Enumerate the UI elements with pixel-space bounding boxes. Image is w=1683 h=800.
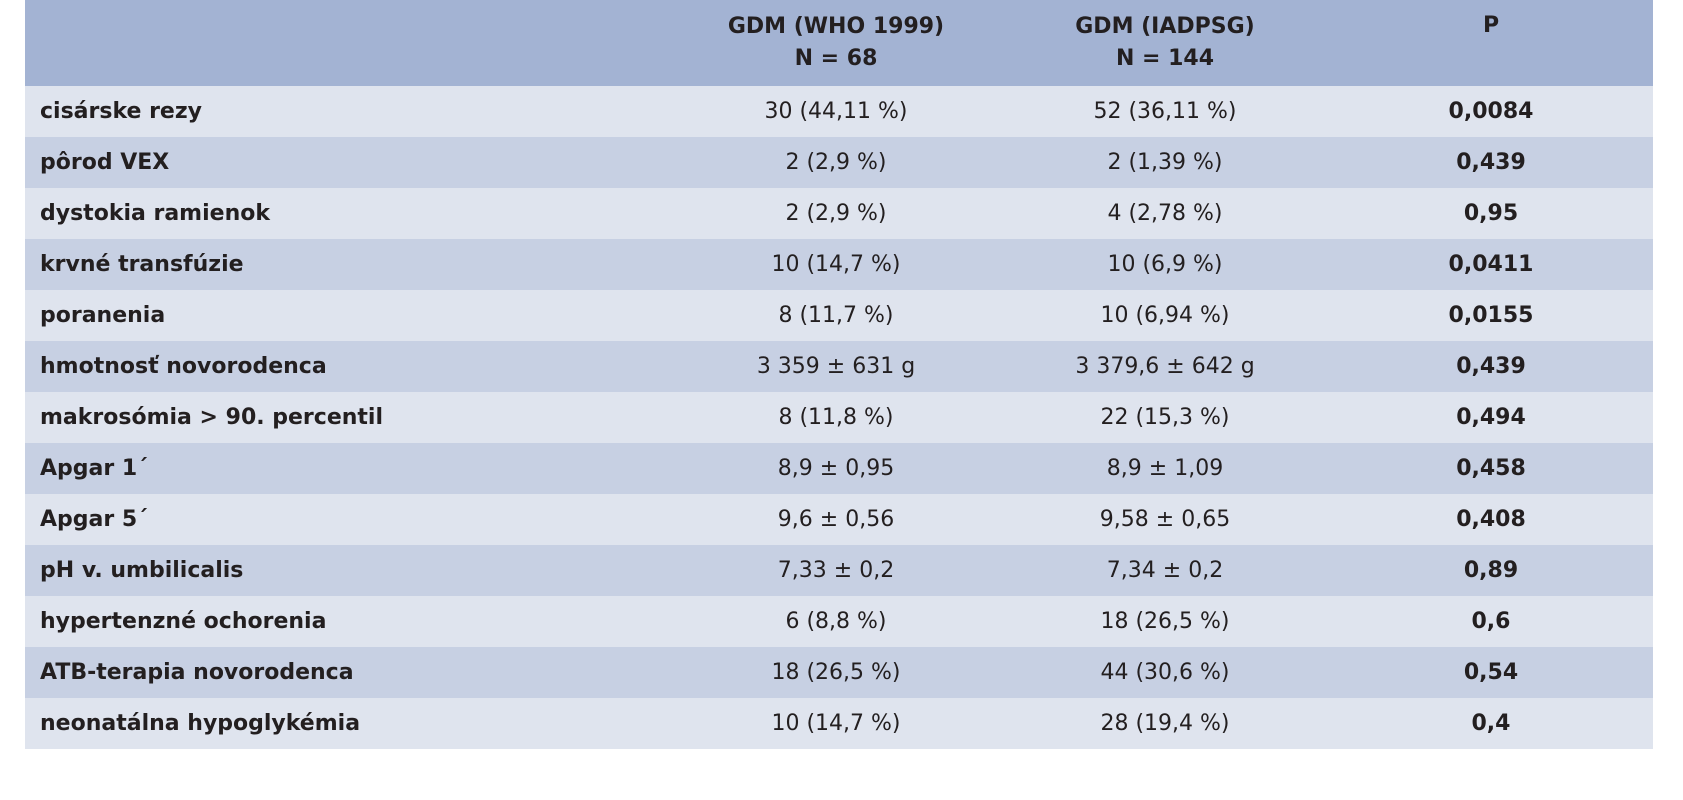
row-label: poranenia	[25, 290, 671, 341]
row-iadpsg-value: 44 (30,6 %)	[1001, 647, 1329, 698]
row-p-value: 0,0411	[1329, 239, 1653, 290]
row-who-value: 18 (26,5 %)	[671, 647, 1001, 698]
row-iadpsg-value: 8,9 ± 1,09	[1001, 443, 1329, 494]
row-who-value: 2 (2,9 %)	[671, 137, 1001, 188]
row-p-value: 0,95	[1329, 188, 1653, 239]
table-row: poranenia 8 (11,7 %) 10 (6,94 %) 0,0155	[25, 290, 1653, 341]
row-iadpsg-value: 52 (36,11 %)	[1001, 86, 1329, 137]
table-row: ATB-terapia novorodenca 18 (26,5 %) 44 (…	[25, 647, 1653, 698]
row-p-value: 0,89	[1329, 545, 1653, 596]
table-row: neonatálna hypoglykémia 10 (14,7 %) 28 (…	[25, 698, 1653, 749]
table-row: Apgar 1´ 8,9 ± 0,95 8,9 ± 1,09 0,458	[25, 443, 1653, 494]
row-label: hypertenzné ochorenia	[25, 596, 671, 647]
row-label: ATB-terapia novorodenca	[25, 647, 671, 698]
row-who-value: 2 (2,9 %)	[671, 188, 1001, 239]
header-empty-cell	[25, 0, 671, 86]
row-iadpsg-value: 4 (2,78 %)	[1001, 188, 1329, 239]
row-who-value: 8 (11,7 %)	[671, 290, 1001, 341]
row-label: makrosómia > 90. percentil	[25, 392, 671, 443]
row-who-value: 3 359 ± 631 g	[671, 341, 1001, 392]
row-label: krvné transfúzie	[25, 239, 671, 290]
row-label: pH v. umbilicalis	[25, 545, 671, 596]
row-p-value: 0,6	[1329, 596, 1653, 647]
row-label: neonatálna hypoglykémia	[25, 698, 671, 749]
row-iadpsg-value: 18 (26,5 %)	[1001, 596, 1329, 647]
header-row: GDM (WHO 1999) N = 68 GDM (IADPSG) N = 1…	[25, 0, 1653, 86]
row-who-value: 30 (44,11 %)	[671, 86, 1001, 137]
row-label: cisárske rezy	[25, 86, 671, 137]
table-row: hmotnosť novorodenca 3 359 ± 631 g 3 379…	[25, 341, 1653, 392]
row-iadpsg-value: 2 (1,39 %)	[1001, 137, 1329, 188]
row-p-value: 0,439	[1329, 341, 1653, 392]
header-iadpsg-n: N = 144	[1115, 46, 1215, 71]
row-p-value: 0,458	[1329, 443, 1653, 494]
table-row: pôrod VEX 2 (2,9 %) 2 (1,39 %) 0,439	[25, 137, 1653, 188]
header-who-n: N = 68	[794, 46, 878, 71]
row-iadpsg-value: 22 (15,3 %)	[1001, 392, 1329, 443]
row-p-value: 0,54	[1329, 647, 1653, 698]
table-row: pH v. umbilicalis 7,33 ± 0,2 7,34 ± 0,2 …	[25, 545, 1653, 596]
row-p-value: 0,0155	[1329, 290, 1653, 341]
row-iadpsg-value: 3 379,6 ± 642 g	[1001, 341, 1329, 392]
header-who-1999: GDM (WHO 1999) N = 68	[671, 0, 1001, 86]
header-iadpsg-title: GDM (IADPSG)	[1075, 14, 1255, 39]
header-p: P	[1329, 0, 1653, 86]
row-p-value: 0,0084	[1329, 86, 1653, 137]
row-who-value: 10 (14,7 %)	[671, 239, 1001, 290]
table-row: Apgar 5´ 9,6 ± 0,56 9,58 ± 0,65 0,408	[25, 494, 1653, 545]
row-p-value: 0,439	[1329, 137, 1653, 188]
row-label: Apgar 5´	[25, 494, 671, 545]
table-row: hypertenzné ochorenia 6 (8,8 %) 18 (26,5…	[25, 596, 1653, 647]
row-iadpsg-value: 7,34 ± 0,2	[1001, 545, 1329, 596]
row-p-value: 0,408	[1329, 494, 1653, 545]
row-iadpsg-value: 9,58 ± 0,65	[1001, 494, 1329, 545]
results-table: GDM (WHO 1999) N = 68 GDM (IADPSG) N = 1…	[25, 0, 1653, 749]
row-who-value: 10 (14,7 %)	[671, 698, 1001, 749]
header-who-title: GDM (WHO 1999)	[727, 14, 945, 39]
row-iadpsg-value: 10 (6,9 %)	[1001, 239, 1329, 290]
row-who-value: 6 (8,8 %)	[671, 596, 1001, 647]
row-label: pôrod VEX	[25, 137, 671, 188]
table-row: dystokia ramienok 2 (2,9 %) 4 (2,78 %) 0…	[25, 188, 1653, 239]
row-iadpsg-value: 10 (6,94 %)	[1001, 290, 1329, 341]
table-row: makrosómia > 90. percentil 8 (11,8 %) 22…	[25, 392, 1653, 443]
row-p-value: 0,4	[1329, 698, 1653, 749]
row-iadpsg-value: 28 (19,4 %)	[1001, 698, 1329, 749]
row-label: Apgar 1´	[25, 443, 671, 494]
row-who-value: 7,33 ± 0,2	[671, 545, 1001, 596]
table-row: krvné transfúzie 10 (14,7 %) 10 (6,9 %) …	[25, 239, 1653, 290]
header-iadpsg: GDM (IADPSG) N = 144	[1001, 0, 1329, 86]
row-who-value: 8,9 ± 0,95	[671, 443, 1001, 494]
table-row: cisárske rezy 30 (44,11 %) 52 (36,11 %) …	[25, 86, 1653, 137]
row-who-value: 8 (11,8 %)	[671, 392, 1001, 443]
row-label: dystokia ramienok	[25, 188, 671, 239]
row-label: hmotnosť novorodenca	[25, 341, 671, 392]
row-who-value: 9,6 ± 0,56	[671, 494, 1001, 545]
row-p-value: 0,494	[1329, 392, 1653, 443]
